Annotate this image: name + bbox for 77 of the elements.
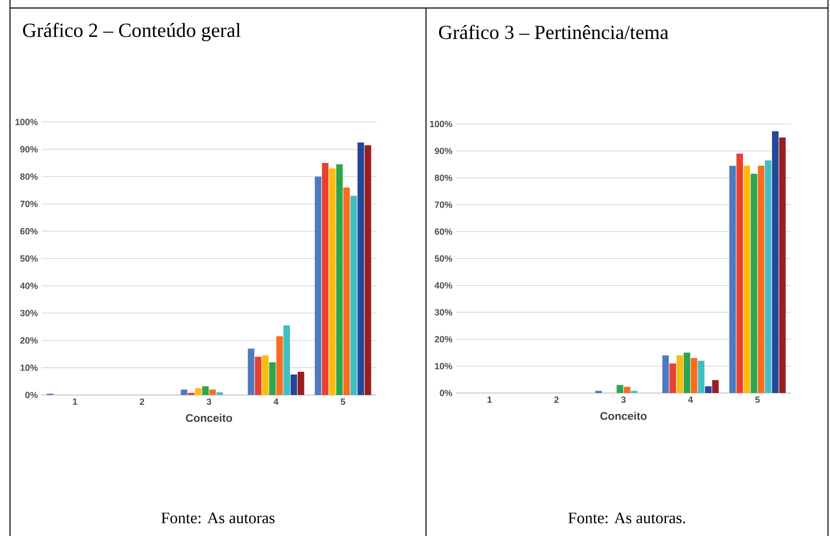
y-tick-label: 30% <box>20 310 38 316</box>
bar <box>624 386 630 393</box>
bar <box>336 164 343 395</box>
bar <box>744 166 750 393</box>
y-tick-label: 80% <box>434 174 452 181</box>
bar <box>684 352 690 393</box>
x-tick-label: 2 <box>140 398 144 405</box>
y-tick-label: 50% <box>20 255 38 262</box>
bar <box>690 358 698 393</box>
y-tick-label: 70% <box>20 200 38 208</box>
y-tick-label: 90% <box>20 146 38 152</box>
y-tick-label: 40% <box>20 282 38 289</box>
bar <box>180 390 188 395</box>
chart-title: Gráfico 2 – Conteúdo geral <box>23 22 241 42</box>
y-tick-label: 80% <box>20 173 38 180</box>
x-tick-label: 5 <box>755 396 760 403</box>
bar <box>276 336 283 395</box>
bar <box>712 380 719 393</box>
bar <box>729 166 736 393</box>
source-note: Fonte: As autoras. <box>568 512 686 524</box>
x-tick-label: 4 <box>688 396 693 403</box>
bar <box>195 388 202 395</box>
bar <box>616 384 624 393</box>
x-tick-label: 1 <box>488 396 492 403</box>
source-note: Fonte: As autoras <box>161 512 275 524</box>
bar <box>269 362 276 395</box>
bar <box>329 168 336 395</box>
bar <box>676 355 684 393</box>
bar <box>705 386 712 393</box>
y-tick-label: 90% <box>434 148 452 154</box>
bar <box>298 372 304 395</box>
bar <box>758 166 764 393</box>
x-tick-label: 3 <box>621 396 626 403</box>
bar <box>358 142 364 395</box>
y-tick-label: 60% <box>434 228 452 235</box>
bar <box>248 348 254 395</box>
x-tick-label: 3 <box>206 398 212 405</box>
bar <box>202 386 209 395</box>
chart-title: Gráfico 3 – Pertinência/tema <box>439 24 668 40</box>
y-tick-label: 50% <box>434 255 452 262</box>
bar <box>698 360 704 393</box>
x-tick-label: 5 <box>340 398 346 405</box>
bar <box>779 137 786 393</box>
bar <box>350 196 357 395</box>
y-tick-label: 100% <box>16 118 38 126</box>
y-tick-label: 20% <box>434 336 452 342</box>
x-tick-label: 2 <box>554 396 559 403</box>
bar <box>364 145 372 395</box>
x-axis-title: Conceito <box>186 414 232 422</box>
y-tick-label: 0% <box>25 392 38 398</box>
y-tick-label: 10% <box>20 364 38 371</box>
bar <box>254 356 262 395</box>
bar <box>262 355 269 395</box>
y-tick-label: 100% <box>430 120 452 128</box>
y-tick-label: 60% <box>20 228 38 234</box>
bar <box>216 392 223 395</box>
bar <box>343 188 350 395</box>
y-tick-label: 70% <box>434 202 452 208</box>
bar <box>209 390 216 395</box>
x-tick-label: 1 <box>73 398 78 405</box>
bar <box>764 160 772 393</box>
y-tick-label: 10% <box>435 362 452 370</box>
bar <box>314 176 322 395</box>
bar <box>290 374 298 395</box>
y-tick-label: 0% <box>440 390 452 396</box>
y-tick-label: 20% <box>20 337 38 344</box>
bar <box>736 154 743 393</box>
bar <box>662 355 669 393</box>
bar <box>669 363 676 393</box>
bar <box>750 174 758 393</box>
x-tick-label: 4 <box>274 398 278 405</box>
y-tick-label: 30% <box>434 309 452 316</box>
x-axis-title: Conceito <box>600 412 647 420</box>
y-tick-label: 40% <box>434 282 452 289</box>
bar <box>322 162 328 395</box>
bar <box>772 131 779 393</box>
bar <box>283 325 290 395</box>
